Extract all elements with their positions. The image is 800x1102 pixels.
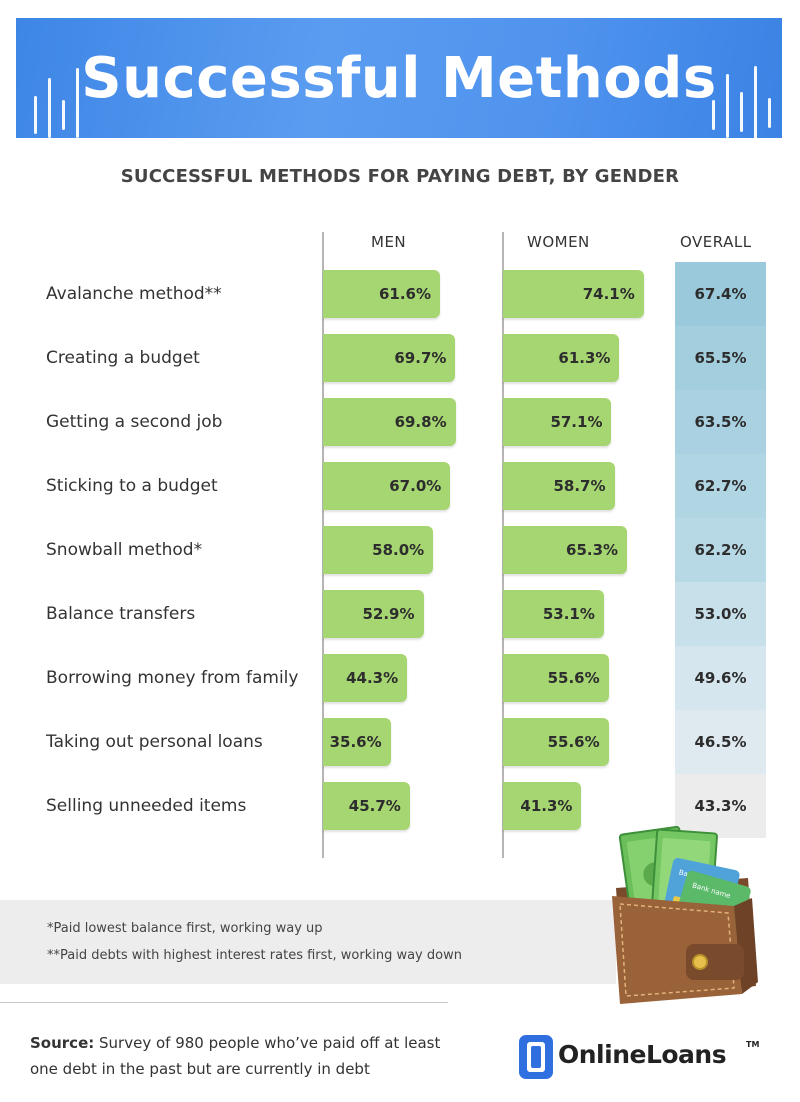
women-bar: [503, 462, 615, 510]
row-label: Borrowing money from family: [46, 668, 299, 688]
row-label: Taking out personal loans: [46, 732, 263, 752]
header-banner: Successful Methods: [16, 18, 782, 138]
row-label: Sticking to a budget: [46, 476, 218, 496]
men-bar: [323, 270, 441, 318]
women-value-label: 58.7%: [553, 477, 606, 495]
women-value-label: 57.1%: [550, 413, 603, 431]
row-label: Avalanche method**: [46, 284, 222, 304]
men-bar: [323, 334, 456, 382]
overall-cell: 62.2%: [675, 518, 766, 582]
column-header-men: MEN: [371, 233, 407, 251]
men-value-label: 44.3%: [346, 669, 399, 687]
banner-stripe: [726, 74, 729, 138]
women-value-label: 65.3%: [566, 541, 619, 559]
banner-stripe: [768, 98, 771, 128]
source-label: Source:: [30, 1034, 95, 1052]
source-text: Survey of 980 people who’ve paid off at …: [30, 1034, 441, 1078]
men-bar: [323, 654, 408, 702]
chart-title: SUCCESSFUL METHODS FOR PAYING DEBT, BY G…: [120, 166, 680, 187]
overall-cell: 46.5%: [675, 710, 766, 774]
logo-icon: [519, 1035, 553, 1079]
divider: [0, 1002, 448, 1003]
banner-stripe: [76, 68, 79, 138]
men-value-label: 67.0%: [389, 477, 442, 495]
men-bar: [323, 782, 410, 830]
men-value-label: 52.9%: [362, 605, 415, 623]
wallet-illustration: Bank name Bank name: [612, 825, 758, 1004]
women-value-label: 55.6%: [547, 669, 600, 687]
banner-stripe: [34, 96, 37, 134]
banner-stripe: [62, 100, 65, 130]
women-value-label: 41.3%: [520, 797, 573, 815]
row-label: Selling unneeded items: [46, 796, 247, 816]
women-bar: [503, 398, 612, 446]
women-bar: [503, 270, 644, 318]
women-bar: [503, 654, 609, 702]
overall-cell: 49.6%: [675, 646, 766, 710]
men-bar: [323, 590, 424, 638]
women-bar: [503, 590, 604, 638]
men-value-label: 45.7%: [348, 797, 401, 815]
men-bar: [323, 398, 456, 446]
column-header-overall: OVERALL: [680, 233, 752, 251]
page-title: Successful Methods: [81, 46, 717, 111]
women-bar: [503, 334, 620, 382]
women-bar: [503, 526, 628, 574]
men-bar: [323, 526, 434, 574]
overall-cell: 62.7%: [675, 454, 766, 518]
logo-text: OnlineLoans: [558, 1040, 727, 1069]
row-label: Snowball method*: [46, 540, 203, 560]
overall-cell: 63.5%: [675, 390, 766, 454]
overall-cell: 67.4%: [675, 262, 766, 326]
banner-stripe: [712, 100, 715, 130]
footnote-avalanche: **Paid debts with highest interest rates…: [47, 948, 462, 963]
source-note: Source: Survey of 980 people who’ve paid…: [30, 1030, 450, 1082]
women-value-label: 53.1%: [542, 605, 595, 623]
logo-tm: TM: [746, 1040, 760, 1049]
onlineloans-logo: OnlineLoans TM: [518, 1034, 759, 1080]
banner-stripe: [754, 66, 757, 138]
footnotes-box: *Paid lowest balance first, working way …: [0, 900, 616, 984]
row-label: Balance transfers: [46, 604, 196, 624]
banner-stripe: [48, 78, 51, 138]
men-value-label: 58.0%: [372, 541, 425, 559]
women-bar: [503, 782, 582, 830]
banner-stripe: [740, 92, 743, 132]
overall-cell: 43.3%: [675, 774, 766, 838]
men-value-label: 35.6%: [329, 733, 382, 751]
overall-cell: 53.0%: [675, 582, 766, 646]
men-value-label: 69.7%: [394, 349, 447, 367]
overall-cell: 65.5%: [675, 326, 766, 390]
women-bar: [503, 718, 609, 766]
men-value-label: 69.8%: [394, 413, 447, 431]
footnote-snowball: *Paid lowest balance first, working way …: [47, 921, 323, 936]
women-value-label: 74.1%: [582, 285, 635, 303]
men-bar: [323, 462, 451, 510]
men-bar: [323, 718, 391, 766]
row-label: Creating a budget: [46, 348, 200, 368]
women-value-label: 61.3%: [558, 349, 611, 367]
column-header-women: WOMEN: [527, 233, 590, 251]
women-value-label: 55.6%: [547, 733, 600, 751]
row-label: Getting a second job: [46, 412, 223, 432]
men-value-label: 61.6%: [378, 285, 432, 303]
